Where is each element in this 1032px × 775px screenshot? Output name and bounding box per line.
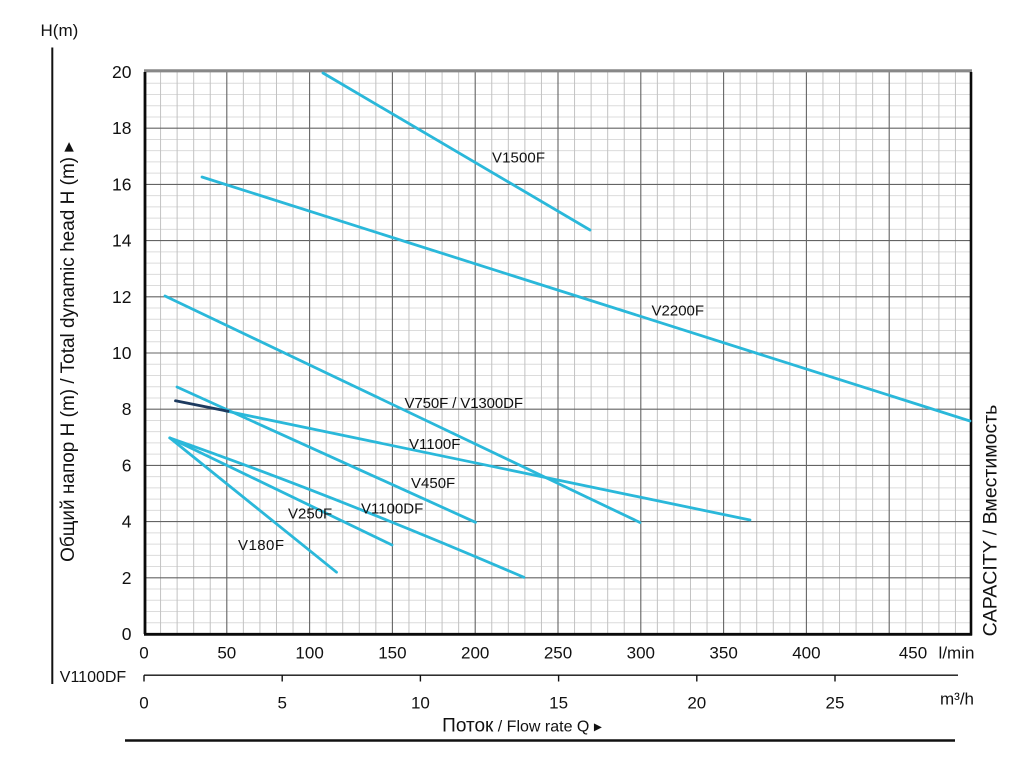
- svg-text:10: 10: [112, 343, 132, 363]
- svg-text:150: 150: [378, 644, 406, 663]
- svg-text:50: 50: [217, 644, 236, 663]
- svg-text:20: 20: [112, 62, 132, 82]
- svg-text:8: 8: [122, 399, 132, 419]
- svg-text:10: 10: [411, 694, 430, 713]
- svg-text:V750F / V1300DF: V750F / V1300DF: [405, 395, 524, 412]
- svg-text:16: 16: [112, 174, 131, 194]
- svg-text:V1100F: V1100F: [409, 436, 460, 453]
- svg-text:2: 2: [122, 568, 132, 588]
- svg-text:250: 250: [544, 644, 572, 663]
- svg-text:l/min: l/min: [939, 644, 975, 663]
- svg-text:0: 0: [139, 694, 148, 713]
- svg-text:0: 0: [139, 644, 148, 663]
- svg-text:H(m): H(m): [41, 21, 79, 40]
- svg-text:15: 15: [549, 694, 568, 713]
- svg-text:V2200F: V2200F: [652, 303, 705, 320]
- svg-text:20: 20: [687, 694, 706, 713]
- svg-text:350: 350: [709, 644, 737, 663]
- svg-text:m³/h: m³/h: [940, 690, 974, 709]
- svg-text:18: 18: [112, 118, 131, 138]
- svg-text:4: 4: [122, 512, 132, 532]
- svg-text:14: 14: [112, 231, 132, 251]
- svg-text:CAPACITY / Вместимость: CAPACITY / Вместимость: [980, 405, 1002, 637]
- svg-text:25: 25: [826, 694, 845, 713]
- svg-text:V250F: V250F: [288, 506, 332, 523]
- svg-text:12: 12: [112, 287, 131, 307]
- svg-text:5: 5: [277, 694, 286, 713]
- svg-text:300: 300: [627, 644, 655, 663]
- svg-text:V1100DF: V1100DF: [60, 669, 127, 686]
- svg-text:450: 450: [899, 644, 927, 663]
- svg-text:V1100DF: V1100DF: [361, 501, 423, 518]
- svg-text:200: 200: [461, 644, 489, 663]
- svg-text:V450F: V450F: [411, 475, 455, 492]
- svg-text:0: 0: [122, 624, 132, 644]
- svg-text:Поток / Flow rate Q ▸: Поток / Flow rate Q ▸: [442, 716, 602, 737]
- svg-text:6: 6: [122, 455, 132, 475]
- svg-text:100: 100: [295, 644, 323, 663]
- svg-text:Общий напор H (m) / Total dyna: Общий напор H (m) / Total dynamic head H…: [58, 142, 79, 562]
- svg-text:V1500F: V1500F: [492, 150, 545, 167]
- svg-text:V180F: V180F: [238, 537, 284, 554]
- svg-text:400: 400: [792, 644, 820, 663]
